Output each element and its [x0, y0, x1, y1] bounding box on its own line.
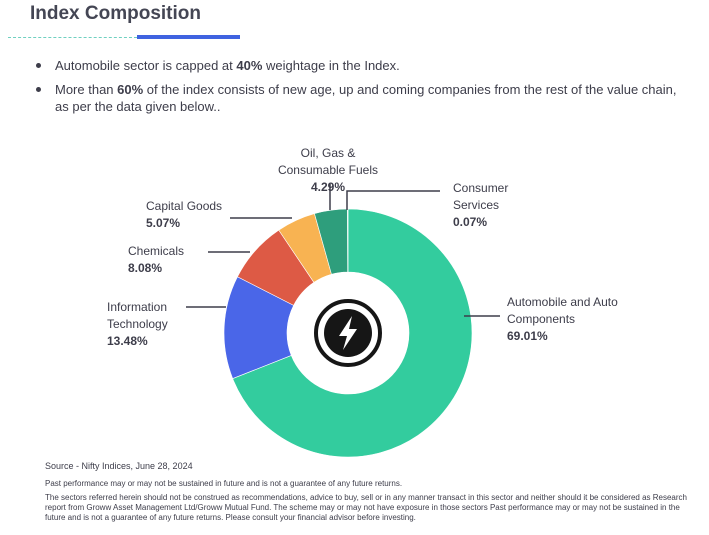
- page-title: Index Composition: [30, 3, 201, 24]
- slice-label-line: Consumer: [453, 181, 508, 195]
- slice-value-label: 5.07%: [146, 216, 180, 230]
- slice-label-line: Chemicals: [128, 244, 184, 258]
- donut-slice: [347, 208, 349, 273]
- bullet-text: weightage in the Index.: [262, 58, 400, 73]
- slice-label-line: Automobile and Auto: [507, 295, 618, 309]
- slice-label-line: Capital Goods: [146, 199, 222, 213]
- slice-value-label: 8.08%: [128, 261, 162, 275]
- source-note: Source - Nifty Indices, June 28, 2024: [45, 461, 193, 471]
- slice-label-line: Consumable Fuels: [278, 163, 378, 177]
- slice-label: Capital Goods 5.07%: [146, 199, 222, 230]
- slice-label: Oil, Gas & Consumable Fuels 4.29%: [278, 146, 378, 194]
- disclaimer: The sectors referred herein should not b…: [45, 493, 687, 522]
- slice-label-line: Information: [107, 300, 167, 314]
- bullet-item: More than 60% of the index consists of n…: [33, 81, 693, 115]
- slice-label: Consumer Services 0.07%: [453, 181, 508, 229]
- performance-note: Past performance may or may not be susta…: [45, 479, 403, 488]
- bullet-text: Automobile sector is capped at: [55, 58, 237, 73]
- center-logo: [287, 272, 409, 394]
- slice-label: Chemicals 8.08%: [128, 244, 184, 275]
- slice-label-line: Services: [453, 198, 499, 212]
- bullet-item: Automobile sector is capped at 40% weigh…: [33, 57, 693, 74]
- slice-label-line: Oil, Gas &: [301, 146, 356, 160]
- slice-value-label: 69.01%: [507, 329, 548, 343]
- leader-line: [346, 190, 440, 210]
- slice-value-label: 0.07%: [453, 215, 487, 229]
- lightning-bolt-icon: [339, 316, 357, 350]
- bullet-highlight: 60%: [117, 82, 144, 97]
- bullet-text: More than: [55, 82, 118, 97]
- slice-label-line: Components: [507, 312, 575, 326]
- bullet-highlight: 40%: [236, 58, 263, 73]
- slice-labels: Automobile and Auto Components 69.01% Infor…: [107, 146, 618, 348]
- bullet-list: Automobile sector is capped at 40% weigh…: [33, 57, 693, 122]
- slice-label: Automobile and Auto Components 69.01%: [507, 295, 618, 343]
- donut-slices: [223, 208, 473, 458]
- bullet-text: of the index consists of new age, up and…: [55, 82, 677, 114]
- slice-label-line: Technology: [107, 317, 168, 331]
- label-leader-lines: [186, 184, 500, 317]
- title-underline-accent: [137, 35, 240, 39]
- slice-value-label: 4.29%: [311, 180, 345, 194]
- slice-label: Information Technology 13.48%: [107, 300, 168, 348]
- slice-value-label: 13.48%: [107, 334, 148, 348]
- title-underline-dashed: [8, 37, 137, 38]
